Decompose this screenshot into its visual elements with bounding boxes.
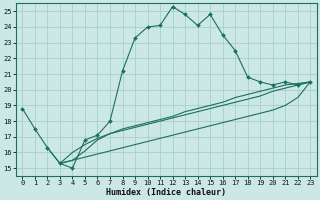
X-axis label: Humidex (Indice chaleur): Humidex (Indice chaleur) [106, 188, 226, 197]
